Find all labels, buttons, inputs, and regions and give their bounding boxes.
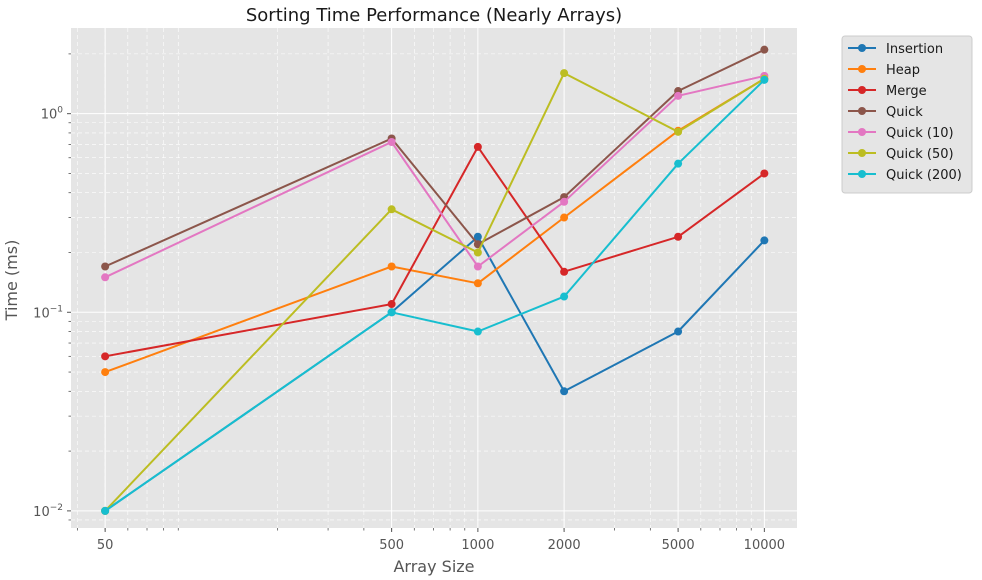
- data-point-heap: [387, 262, 396, 271]
- series-merge: [101, 142, 769, 361]
- y-tick-label: 10−1: [33, 304, 63, 321]
- series-layer: [101, 45, 769, 515]
- data-point-merge: [101, 352, 110, 361]
- data-point-quick-10: [387, 138, 396, 147]
- data-point-quick-10: [101, 273, 110, 282]
- data-point-quick-10: [473, 262, 482, 271]
- x-tick-label: 5000: [662, 538, 695, 553]
- data-point-insertion: [674, 327, 683, 336]
- data-point-merge: [560, 267, 569, 276]
- data-point-heap: [473, 279, 482, 288]
- data-point-insertion: [473, 232, 482, 241]
- legend-marker: [858, 86, 866, 94]
- data-point-quick-200: [387, 308, 396, 317]
- series-line-quick-200: [104, 79, 766, 512]
- data-point-quick: [101, 262, 110, 271]
- series-quick-200: [101, 75, 769, 515]
- data-point-insertion: [760, 236, 769, 245]
- legend-marker: [858, 128, 866, 136]
- data-point-quick-200: [473, 327, 482, 336]
- data-point-heap: [101, 368, 110, 377]
- y-axis-ticks: 10−2 10−1 100: [33, 53, 71, 521]
- x-tick-label: 500: [379, 538, 404, 553]
- data-point-merge: [760, 169, 769, 178]
- legend-item: Insertion: [848, 42, 943, 57]
- legend-label: Quick (10): [886, 126, 954, 141]
- data-point-quick-200: [674, 159, 683, 168]
- legend-label: Merge: [886, 84, 927, 99]
- x-axis-ticks: 50 500 1000 2000 5000 10000: [76, 528, 785, 553]
- legend-marker: [858, 107, 866, 115]
- y-axis-label: Time (ms): [2, 240, 21, 322]
- series-line-merge: [104, 145, 765, 358]
- series-line-quick-50: [104, 72, 765, 512]
- data-point-quick-10: [674, 91, 683, 100]
- series-line-quick: [104, 48, 765, 268]
- x-tick-label: 2000: [548, 538, 581, 553]
- data-point-quick-50: [674, 127, 683, 136]
- data-point-quick-50: [473, 248, 482, 257]
- legend-item: Quick (200): [848, 168, 962, 183]
- data-point-heap: [560, 213, 569, 222]
- data-point-merge: [387, 300, 396, 309]
- legend-item: Quick (50): [848, 147, 954, 162]
- legend-marker: [858, 170, 866, 178]
- x-tick-label: 1000: [461, 538, 494, 553]
- y-tick-label: 100: [41, 106, 64, 123]
- legend-label: Quick (50): [886, 147, 954, 162]
- legend-item: Quick: [848, 105, 923, 120]
- data-point-quick-200: [560, 292, 569, 301]
- legend-label: Heap: [886, 63, 920, 78]
- data-point-quick-50: [387, 205, 396, 214]
- legend-marker: [858, 44, 866, 52]
- legend-item: Heap: [848, 63, 920, 78]
- x-tick-label: 50: [97, 538, 114, 553]
- legend-label: Quick (200): [886, 168, 962, 183]
- data-point-merge: [473, 142, 482, 151]
- chart-title: Sorting Time Performance (Nearly Arrays): [246, 5, 622, 26]
- legend-label: Quick: [886, 105, 923, 120]
- data-point-quick-200: [760, 75, 769, 84]
- legend-item: Merge: [848, 84, 927, 99]
- x-axis-label: Array Size: [393, 557, 474, 576]
- legend: Insertion Heap Merge Quick Quick (10) Quick (…: [841, 35, 973, 194]
- legend-item: Quick (10): [848, 126, 954, 141]
- y-tick-label: 10−2: [33, 503, 63, 520]
- plot-area: [71, 28, 797, 528]
- series-line-quick-10: [104, 74, 765, 279]
- legend-marker: [858, 149, 866, 157]
- legend-marker: [858, 65, 866, 73]
- data-point-quick-50: [560, 69, 569, 78]
- x-tick-label: 10000: [744, 538, 785, 553]
- legend-label: Insertion: [886, 42, 943, 57]
- data-point-merge: [674, 232, 683, 241]
- data-point-quick: [760, 45, 769, 54]
- data-point-quick-10: [560, 197, 569, 206]
- data-point-quick-200: [101, 506, 110, 515]
- data-point-insertion: [560, 387, 569, 396]
